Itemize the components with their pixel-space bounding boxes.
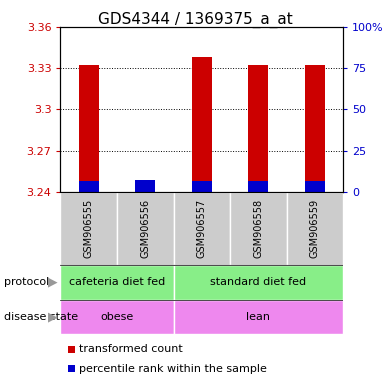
Text: transformed count: transformed count (79, 344, 183, 354)
Text: GSM906557: GSM906557 (197, 199, 207, 258)
Bar (60, 265, 174, 300)
Bar (305, 65, 325, 192)
Bar (174, 300, 343, 334)
Text: percentile rank within the sample: percentile rank within the sample (79, 364, 267, 374)
Text: GSM906555: GSM906555 (84, 199, 94, 258)
Bar (60, 192, 117, 265)
Text: GSM906559: GSM906559 (310, 199, 320, 258)
Bar (192, 57, 212, 192)
Bar (305, 181, 325, 192)
Text: lean: lean (246, 312, 270, 322)
Bar (174, 265, 343, 300)
Bar (117, 192, 174, 265)
Text: obese: obese (100, 312, 134, 322)
Text: disease state: disease state (4, 312, 78, 322)
Bar (230, 192, 287, 265)
Text: standard diet fed: standard diet fed (210, 277, 307, 287)
Text: ▶: ▶ (48, 276, 57, 289)
Bar (287, 192, 343, 265)
Bar (248, 181, 268, 192)
Bar (135, 180, 155, 192)
Bar (248, 65, 268, 192)
Bar (79, 65, 99, 192)
Text: GSM906556: GSM906556 (140, 199, 150, 258)
Text: protocol: protocol (4, 277, 49, 287)
Bar (79, 181, 99, 192)
Text: GSM906558: GSM906558 (254, 199, 263, 258)
Text: GDS4344 / 1369375_a_at: GDS4344 / 1369375_a_at (98, 12, 292, 28)
Text: cafeteria diet fed: cafeteria diet fed (69, 277, 165, 287)
Bar (174, 192, 230, 265)
Text: ▶: ▶ (48, 310, 57, 323)
Bar (60, 300, 174, 334)
Bar (135, 184, 155, 192)
Bar (192, 181, 212, 192)
